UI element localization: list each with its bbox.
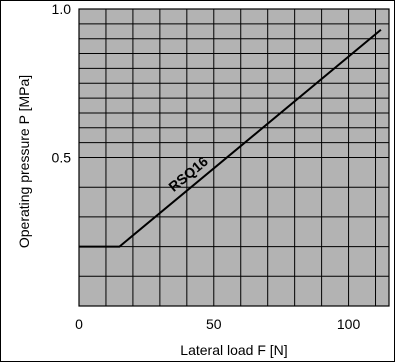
x-tick-label: 100: [337, 316, 361, 332]
y-axis-title: Operating pressure P [MPa]: [16, 75, 32, 248]
y-tick-label: 0.5: [52, 150, 72, 166]
y-tick-label: 1.0: [52, 1, 72, 17]
grid: [78, 8, 389, 307]
x-tick-label: 0: [75, 316, 83, 332]
tick-labels: 0 50 100 0.5 1.0: [52, 1, 361, 332]
x-tick-label: 50: [206, 316, 222, 332]
plot-border: [78, 8, 390, 307]
x-axis-title: Lateral load F [N]: [180, 342, 287, 358]
